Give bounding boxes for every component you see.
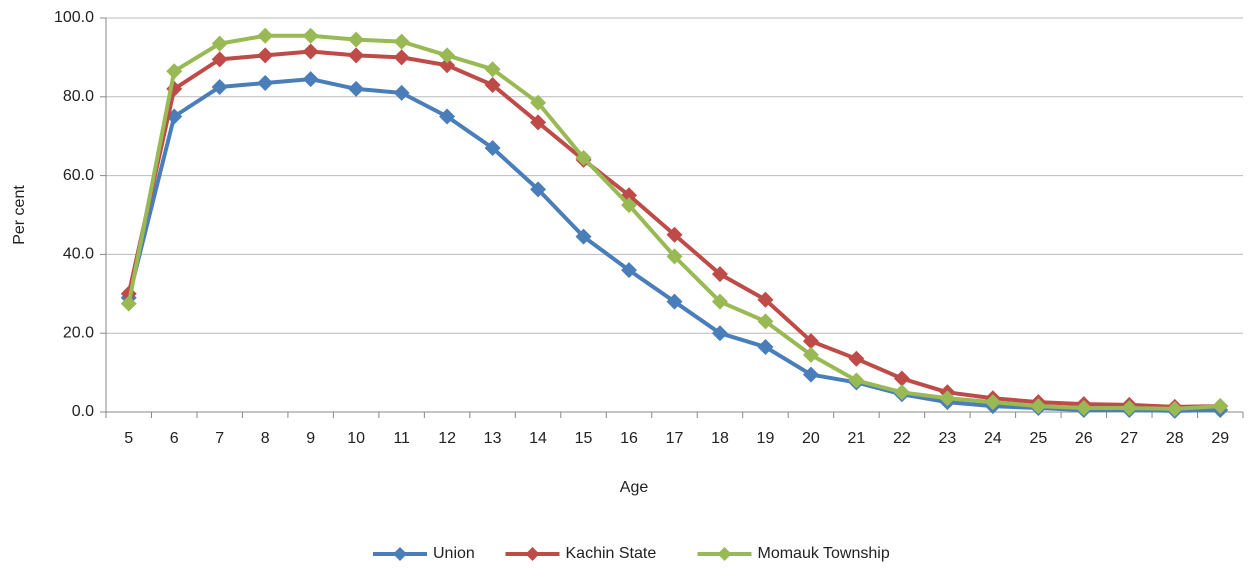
x-tick-label: 29 (1211, 430, 1229, 447)
point-marker (166, 63, 183, 80)
point-marker (348, 31, 365, 48)
legend-marker (393, 547, 407, 561)
point-marker (393, 84, 410, 101)
series-line (126, 33, 1221, 411)
x-tick-label: 28 (1166, 430, 1184, 447)
point-marker (802, 366, 819, 383)
point-marker (302, 71, 319, 88)
x-tick-label: 27 (1120, 430, 1138, 447)
point-marker (211, 78, 228, 95)
point-marker (621, 262, 638, 279)
x-tick-label: 20 (802, 430, 820, 447)
point-marker (439, 108, 456, 125)
y-tick-label: 100.0 (54, 9, 94, 26)
point-marker (393, 33, 410, 50)
point-marker (1166, 400, 1183, 417)
x-axis-label: Age (620, 479, 649, 496)
point-marker (939, 390, 956, 407)
x-tick-label: 5 (124, 430, 133, 447)
point-marker (211, 35, 228, 52)
x-tick-label: 17 (666, 430, 684, 447)
point-marker (257, 47, 274, 64)
y-tick-label: 60.0 (63, 167, 94, 184)
x-tick-label: 15 (575, 430, 593, 447)
legend-label: Kachin State (566, 545, 657, 562)
x-tick-label: 9 (306, 430, 315, 447)
point-marker (257, 75, 274, 92)
x-tick-label: 14 (529, 430, 547, 447)
x-tick-label: 8 (261, 430, 270, 447)
y-tick-label: 80.0 (63, 88, 94, 105)
y-tick-label: 20.0 (63, 324, 94, 341)
point-marker (484, 61, 501, 78)
point-marker (302, 27, 319, 44)
point-marker (120, 295, 137, 312)
legend-marker (717, 547, 732, 561)
point-marker (711, 266, 728, 283)
point-marker (666, 248, 683, 265)
x-tick-label: 7 (215, 430, 224, 447)
x-tick-label: 12 (438, 430, 456, 447)
point-marker (802, 346, 819, 363)
point-marker (530, 114, 547, 131)
point-marker (893, 384, 910, 401)
legend-marker (525, 547, 540, 561)
point-marker (848, 372, 865, 389)
point-marker (439, 47, 456, 64)
x-tick-label: 21 (848, 430, 866, 447)
point-marker (211, 51, 228, 68)
x-tick-label: 16 (620, 430, 638, 447)
series-line (126, 77, 1221, 413)
legend-label: Momauk Township (758, 545, 890, 562)
y-axis-label: Per cent (11, 185, 28, 245)
point-marker (302, 43, 319, 60)
x-tick-label: 6 (170, 430, 179, 447)
x-tick-label: 13 (484, 430, 502, 447)
x-tick-label: 19 (757, 430, 775, 447)
point-marker (666, 293, 683, 310)
point-marker (711, 325, 728, 342)
point-marker (757, 313, 774, 330)
point-marker (257, 27, 274, 44)
point-marker (757, 291, 774, 308)
point-marker (757, 338, 774, 355)
x-tick-label: 25 (1029, 430, 1047, 447)
point-marker (393, 49, 410, 66)
point-marker (893, 370, 910, 387)
x-tick-label: 26 (1075, 430, 1093, 447)
y-tick-label: 40.0 (63, 246, 94, 263)
point-marker (530, 94, 547, 111)
x-tick-label: 10 (347, 430, 365, 447)
point-marker (666, 226, 683, 243)
legend-label: Union (433, 545, 475, 562)
point-marker (802, 333, 819, 350)
point-marker (848, 350, 865, 367)
point-marker (348, 80, 365, 97)
point-marker (439, 57, 456, 74)
x-tick-label: 18 (711, 430, 729, 447)
x-tick-label: 11 (393, 430, 410, 447)
point-marker (348, 47, 365, 64)
point-marker (711, 293, 728, 310)
point-marker (621, 197, 638, 214)
point-marker (1030, 398, 1047, 415)
point-marker (984, 394, 1001, 411)
point-marker (484, 76, 501, 93)
x-tick-label: 24 (984, 430, 1002, 447)
y-tick-label: 0.0 (72, 403, 94, 420)
x-tick-label: 22 (893, 430, 911, 447)
point-marker (575, 149, 592, 166)
point-marker (1121, 400, 1138, 417)
x-tick-label: 23 (938, 430, 956, 447)
point-marker (530, 181, 547, 198)
point-marker (1075, 400, 1092, 417)
point-marker (1212, 398, 1229, 415)
point-marker (575, 228, 592, 245)
point-marker (484, 140, 501, 157)
